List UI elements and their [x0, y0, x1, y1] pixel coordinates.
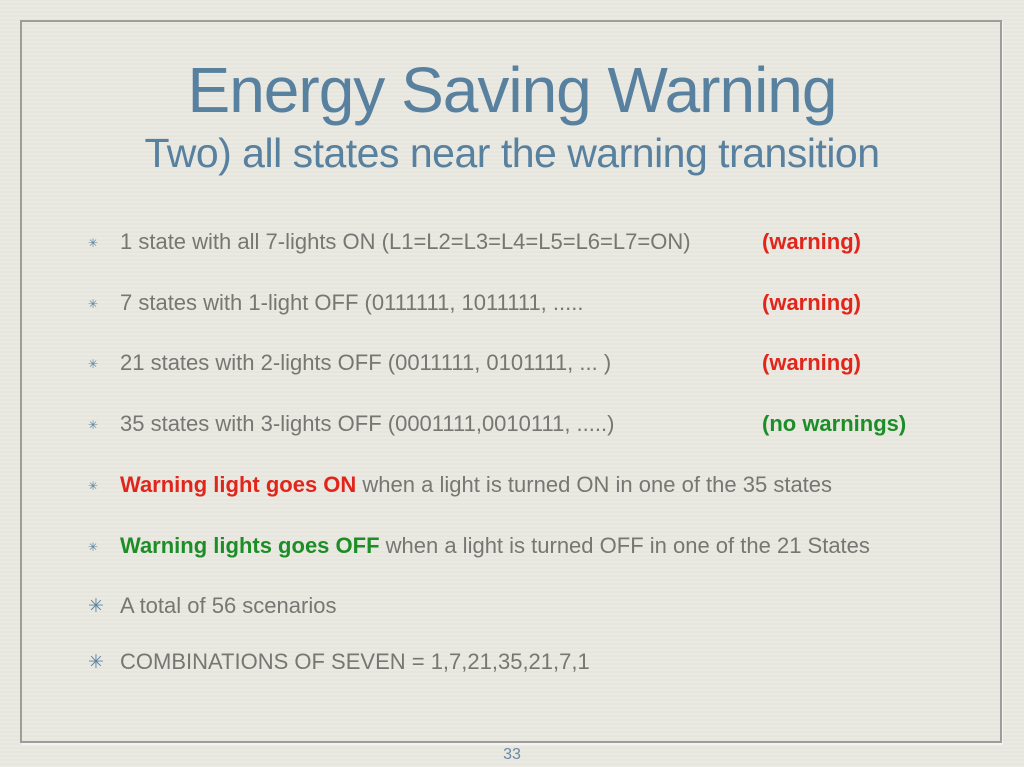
star-bullet-icon: ✳	[88, 540, 99, 555]
slide-subtitle: Two) all states near the warning transit…	[144, 130, 880, 176]
star-bullet-icon: ✳	[88, 297, 99, 312]
bullet-item-3: ✳ 21 states with 2-lights OFF (0011111, 0…	[88, 350, 990, 377]
bullet-item-4: ✳ 35 states with 3-lights OFF (0001111,00…	[88, 411, 990, 438]
bullet-item-7: ✳ A total of 56 scenarios	[88, 593, 990, 620]
status-warning: (warning)	[762, 290, 861, 315]
bullet-item-2: ✳ 7 states with 1-light OFF (0111111, 101…	[88, 290, 990, 317]
bullet-text: A total of 56 scenarios	[120, 593, 337, 618]
bullet-text: when a light is turned ON in one of the …	[356, 472, 833, 497]
page-number: 33	[503, 746, 521, 763]
bullet-item-1: ✳ 1 state with all 7-lights ON (L1=L2=L3=…	[88, 229, 990, 256]
status-no-warnings: (no warnings)	[762, 411, 907, 436]
bullet-text: 1 state with all 7-lights ON (L1=L2=L3=L…	[120, 229, 691, 254]
bullet-text: 21 states with 2-lights OFF (0011111, 01…	[120, 350, 612, 375]
bullet-item-8: ✳ COMBINATIONS OF SEVEN = 1,7,21,35,21,7,…	[88, 649, 990, 676]
star-bullet-icon: ✳	[88, 596, 104, 618]
status-warning: (warning)	[762, 350, 861, 375]
bullet-item-5: ✳ Warning light goes ON when a light is t…	[88, 472, 990, 499]
slide-title: Energy Saving Warning	[187, 54, 838, 126]
star-bullet-icon: ✳	[88, 652, 104, 674]
status-warning: (warning)	[762, 229, 861, 254]
bullet-text: COMBINATIONS OF SEVEN = 1,7,21,35,21,7,1	[120, 649, 590, 674]
bullet-lead-warning-off: Warning lights goes OFF	[120, 533, 380, 558]
bullet-lead-warning-on: Warning light goes ON	[120, 472, 357, 497]
slide-frame-border	[20, 20, 1002, 743]
star-bullet-icon: ✳	[88, 479, 99, 494]
star-bullet-icon: ✳	[88, 236, 99, 251]
bullet-item-6: ✳ Warning lights goes OFF when a light is…	[88, 533, 990, 560]
star-bullet-icon: ✳	[88, 357, 99, 372]
bullet-text: 7 states with 1-light OFF (0111111, 1011…	[120, 290, 584, 315]
star-bullet-icon: ✳	[88, 418, 99, 433]
bullet-text: when a light is turned OFF in one of the…	[379, 533, 870, 558]
bullet-text: 35 states with 3-lights OFF (0001111,001…	[120, 411, 615, 436]
